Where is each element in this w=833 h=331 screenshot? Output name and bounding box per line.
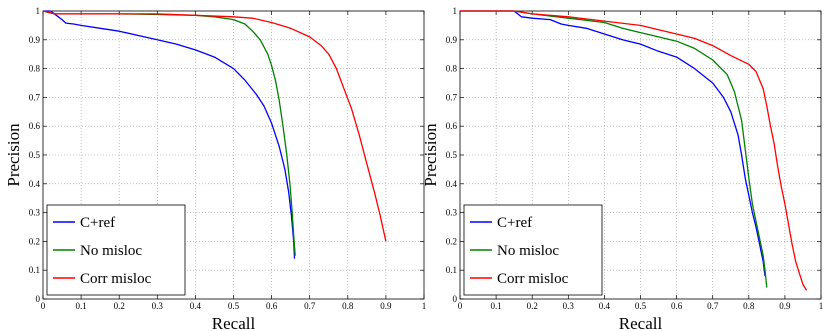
right-chart-panel: 0 0.1 0.2 0.3 0.4 0.5 0.6 0.7 0.8 0.9 1 0 0.1 0.2 0.3 0… xyxy=(421,6,823,331)
legend: C+ref No misloc Corr misloc xyxy=(464,205,602,295)
legend: C+ref No misloc Corr misloc xyxy=(47,205,185,295)
x-tick-label: 0.4 xyxy=(190,301,202,311)
x-tick-label: 0.2 xyxy=(527,301,538,311)
legend-label: C+ref xyxy=(80,215,115,231)
y-tick-label: 0.4 xyxy=(446,179,458,189)
x-tick-label: 0.1 xyxy=(490,301,501,311)
y-tick-label: 0.8 xyxy=(446,64,458,74)
x-tick-label: 0.9 xyxy=(779,301,791,311)
x-tick-label: 0.9 xyxy=(380,301,392,311)
legend-label: No misloc xyxy=(80,243,142,259)
x-axis-label: Recall xyxy=(619,314,663,331)
y-tick-label: 0.5 xyxy=(29,150,41,160)
x-axis-label: Recall xyxy=(212,314,256,331)
x-tick-label: 0.6 xyxy=(266,301,278,311)
y-tick-label: 1 xyxy=(36,6,41,16)
x-tick-label: 1 xyxy=(422,301,427,311)
y-tick-label: 0 xyxy=(36,294,41,304)
y-tick-label: 1 xyxy=(453,6,458,16)
y-tick-label: 0.9 xyxy=(446,35,458,45)
legend-label: Corr misloc xyxy=(497,271,569,287)
x-tick-label: 0.7 xyxy=(707,301,719,311)
y-tick-label: 0.7 xyxy=(29,92,41,102)
x-tick-label: 0.5 xyxy=(635,301,647,311)
y-tick-label: 0.7 xyxy=(446,92,458,102)
x-tick-label: 0.1 xyxy=(75,301,86,311)
y-tick-label: 0.3 xyxy=(29,208,41,218)
y-tick-label: 0.4 xyxy=(29,179,41,189)
y-tick-label: 0.2 xyxy=(446,236,457,246)
x-tick-label: 0.7 xyxy=(304,301,316,311)
legend-label: No misloc xyxy=(497,243,559,259)
x-tick-label: 0.6 xyxy=(671,301,683,311)
x-tick-label: 0.8 xyxy=(342,301,354,311)
x-tick-label: 0.3 xyxy=(152,301,164,311)
x-tick-label: 0.5 xyxy=(228,301,240,311)
x-tick-label: 0.8 xyxy=(743,301,755,311)
x-tick-label: 0 xyxy=(41,301,46,311)
y-tick-label: 0 xyxy=(453,294,458,304)
y-axis-label: Precision xyxy=(421,123,440,187)
legend-label: Corr misloc xyxy=(80,271,152,287)
legend-label: C+ref xyxy=(497,215,532,231)
left-chart-panel: 0 0.1 0.2 0.3 0.4 0.5 0.6 0.7 0.8 0.9 1 0 0.1 0.2 0.3 0… xyxy=(4,6,426,331)
y-axis-label: Precision xyxy=(4,123,23,187)
y-tick-label: 0.6 xyxy=(29,121,41,131)
x-tick-label: 0.4 xyxy=(599,301,611,311)
x-tick-label: 0 xyxy=(458,301,463,311)
y-tick-label: 0.8 xyxy=(29,64,41,74)
y-tick-label: 0.3 xyxy=(446,208,458,218)
x-tick-label: 0.2 xyxy=(114,301,125,311)
y-tick-label: 0.9 xyxy=(29,35,41,45)
x-tick-label: 0.3 xyxy=(563,301,575,311)
x-tick-label: 1 xyxy=(819,301,824,311)
y-tick-label: 0.1 xyxy=(446,265,457,275)
y-tick-label: 0.1 xyxy=(29,265,40,275)
y-tick-label: 0.2 xyxy=(29,236,40,246)
y-tick-label: 0.6 xyxy=(446,121,458,131)
y-tick-label: 0.5 xyxy=(446,150,458,160)
